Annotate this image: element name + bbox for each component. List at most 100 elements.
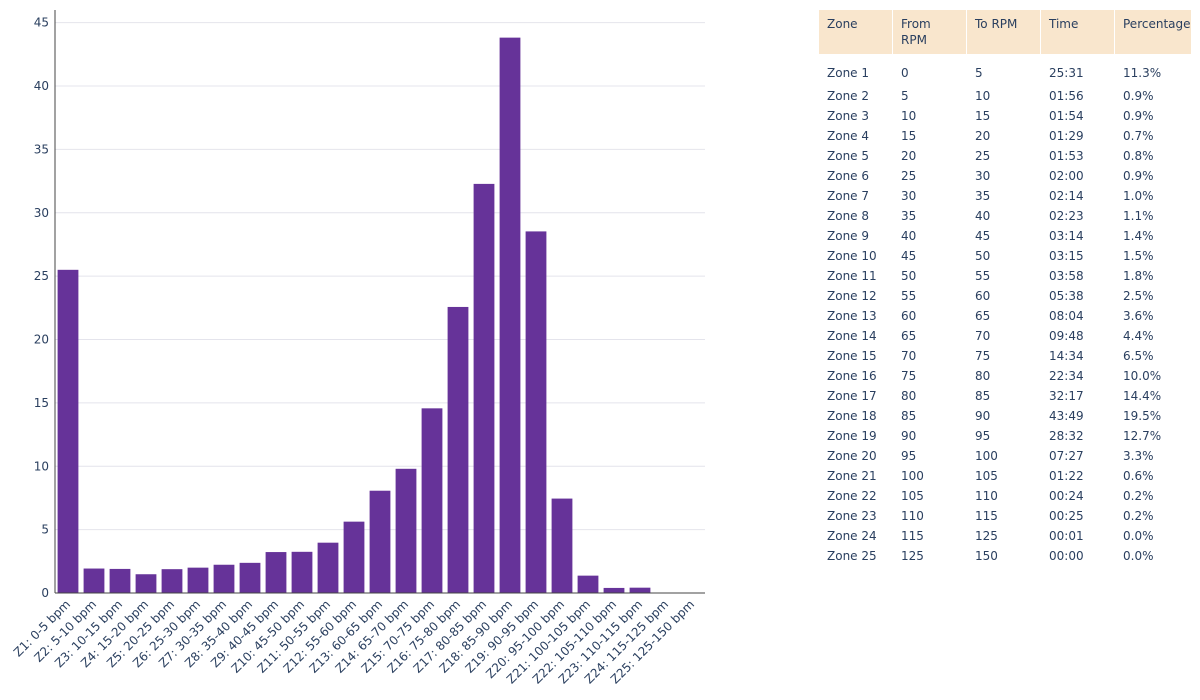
y-gridlines — [55, 22, 705, 531]
table-row: Zone 20 95 100 07:27 3.3% — [819, 446, 1191, 466]
percentage-cell: 0.9% — [1123, 169, 1154, 183]
bar — [603, 587, 625, 593]
to-rpm-cell: 125 — [975, 529, 998, 543]
time-cell: 01:53 — [1049, 149, 1084, 163]
time-cell: 32:17 — [1049, 389, 1084, 403]
percentage-cell: 1.8% — [1123, 269, 1154, 283]
zone-cell: Zone 8 — [827, 209, 869, 223]
y-tick-label: 30 — [34, 206, 49, 220]
header-time: Time — [1041, 10, 1115, 54]
time-cell: 01:54 — [1049, 109, 1084, 123]
zone-cell: Zone 21 — [827, 469, 877, 483]
table-row: Zone 22 105 110 00:24 0.2% — [819, 486, 1191, 506]
percentage-cell: 12.7% — [1123, 429, 1162, 443]
to-rpm-cell: 105 — [975, 469, 998, 483]
table-row: Zone 24 115 125 00:01 0.0% — [819, 526, 1191, 546]
table-row: Zone 12 55 60 05:38 2.5% — [819, 286, 1191, 306]
percentage-cell: 0.8% — [1123, 149, 1154, 163]
to-rpm-cell: 60 — [975, 289, 991, 303]
to-rpm-cell: 25 — [975, 149, 991, 163]
bar — [291, 551, 313, 593]
zone-table-container: Zone From RPM To RPM Time Percentage Zon… — [819, 10, 1191, 566]
from-rpm-cell: 110 — [901, 509, 924, 523]
time-cell: 01:29 — [1049, 129, 1084, 143]
zone-cell: Zone 1 — [827, 66, 869, 80]
bar — [161, 569, 183, 593]
bar — [447, 306, 469, 593]
zone-cell: Zone 24 — [827, 529, 877, 543]
time-cell: 07:27 — [1049, 449, 1084, 463]
from-rpm-cell: 85 — [901, 409, 917, 423]
time-cell: 28:32 — [1049, 429, 1084, 443]
zone-bar-chart: 0 5 10 15 20 25 30 35 40 45 Z1: 0-5 bpm Z2: 5-10 bp… — [11, 10, 705, 686]
zone-cell: Zone 5 — [827, 149, 869, 163]
to-rpm-cell: 110 — [975, 489, 998, 503]
percentage-cell: 11.3% — [1123, 66, 1162, 80]
y-tick-label: 10 — [34, 459, 49, 473]
header-percentage: Percentage — [1115, 10, 1191, 54]
from-rpm-cell: 70 — [901, 349, 917, 363]
bar — [109, 568, 131, 593]
zone-cell: Zone 17 — [827, 389, 877, 403]
from-rpm-cell: 105 — [901, 489, 924, 503]
zone-cell: Zone 15 — [827, 349, 877, 363]
table-row: Zone 5 20 25 01:53 0.8% — [819, 146, 1191, 166]
from-rpm-cell: 100 — [901, 469, 924, 483]
percentage-cell: 0.2% — [1123, 509, 1154, 523]
bar — [499, 37, 521, 593]
zone-cell: Zone 6 — [827, 169, 869, 183]
to-rpm-cell: 150 — [975, 549, 998, 563]
time-cell: 00:25 — [1049, 509, 1084, 523]
zone-cell: Zone 22 — [827, 489, 877, 503]
from-rpm-cell: 90 — [901, 429, 917, 443]
to-rpm-cell: 40 — [975, 209, 991, 223]
to-rpm-cell: 5 — [975, 66, 983, 80]
y-tick-label: 45 — [34, 16, 49, 30]
percentage-cell: 0.0% — [1123, 549, 1154, 563]
time-cell: 00:01 — [1049, 529, 1084, 543]
time-cell: 43:49 — [1049, 409, 1084, 423]
from-rpm-cell: 10 — [901, 109, 917, 123]
from-rpm-cell: 125 — [901, 549, 924, 563]
from-rpm-cell: 15 — [901, 129, 917, 143]
from-rpm-cell: 0 — [901, 66, 909, 80]
zone-cell: Zone 18 — [827, 409, 877, 423]
table-row: Zone 21 100 105 01:22 0.6% — [819, 466, 1191, 486]
to-rpm-cell: 10 — [975, 89, 991, 103]
zone-cell: Zone 23 — [827, 509, 877, 523]
percentage-cell: 1.0% — [1123, 189, 1154, 203]
table-row: Zone 18 85 90 43:49 19.5% — [819, 406, 1191, 426]
zone-cell: Zone 13 — [827, 309, 877, 323]
time-cell: 14:34 — [1049, 349, 1084, 363]
table-row: Zone 6 25 30 02:00 0.9% — [819, 166, 1191, 186]
time-cell: 00:24 — [1049, 489, 1084, 503]
to-rpm-cell: 45 — [975, 229, 991, 243]
time-cell: 01:56 — [1049, 89, 1084, 103]
bars — [57, 37, 677, 593]
from-rpm-cell: 80 — [901, 389, 917, 403]
bar — [421, 408, 443, 593]
bar — [135, 574, 157, 593]
bar — [213, 564, 235, 593]
zone-cell: Zone 7 — [827, 189, 869, 203]
header-from-rpm: From RPM — [893, 10, 967, 54]
y-tick-label: 0 — [41, 586, 49, 600]
zone-table-header-row: Zone From RPM To RPM Time Percentage — [819, 10, 1191, 54]
to-rpm-cell: 30 — [975, 169, 991, 183]
table-row: Zone 3 10 15 01:54 0.9% — [819, 106, 1191, 126]
to-rpm-cell: 80 — [975, 369, 991, 383]
percentage-cell: 14.4% — [1123, 389, 1162, 403]
bar — [629, 587, 651, 593]
time-cell: 00:00 — [1049, 549, 1084, 563]
bar — [239, 562, 261, 593]
header-to-rpm: To RPM — [967, 10, 1041, 54]
zone-table: Zone From RPM To RPM Time Percentage Zon… — [819, 10, 1191, 566]
table-row: Zone 17 80 85 32:17 14.4% — [819, 386, 1191, 406]
to-rpm-cell: 85 — [975, 389, 991, 403]
from-rpm-cell: 25 — [901, 169, 917, 183]
from-rpm-cell: 50 — [901, 269, 917, 283]
time-cell: 03:14 — [1049, 229, 1084, 243]
from-rpm-cell: 55 — [901, 289, 917, 303]
table-row: Zone 10 45 50 03:15 1.5% — [819, 246, 1191, 266]
